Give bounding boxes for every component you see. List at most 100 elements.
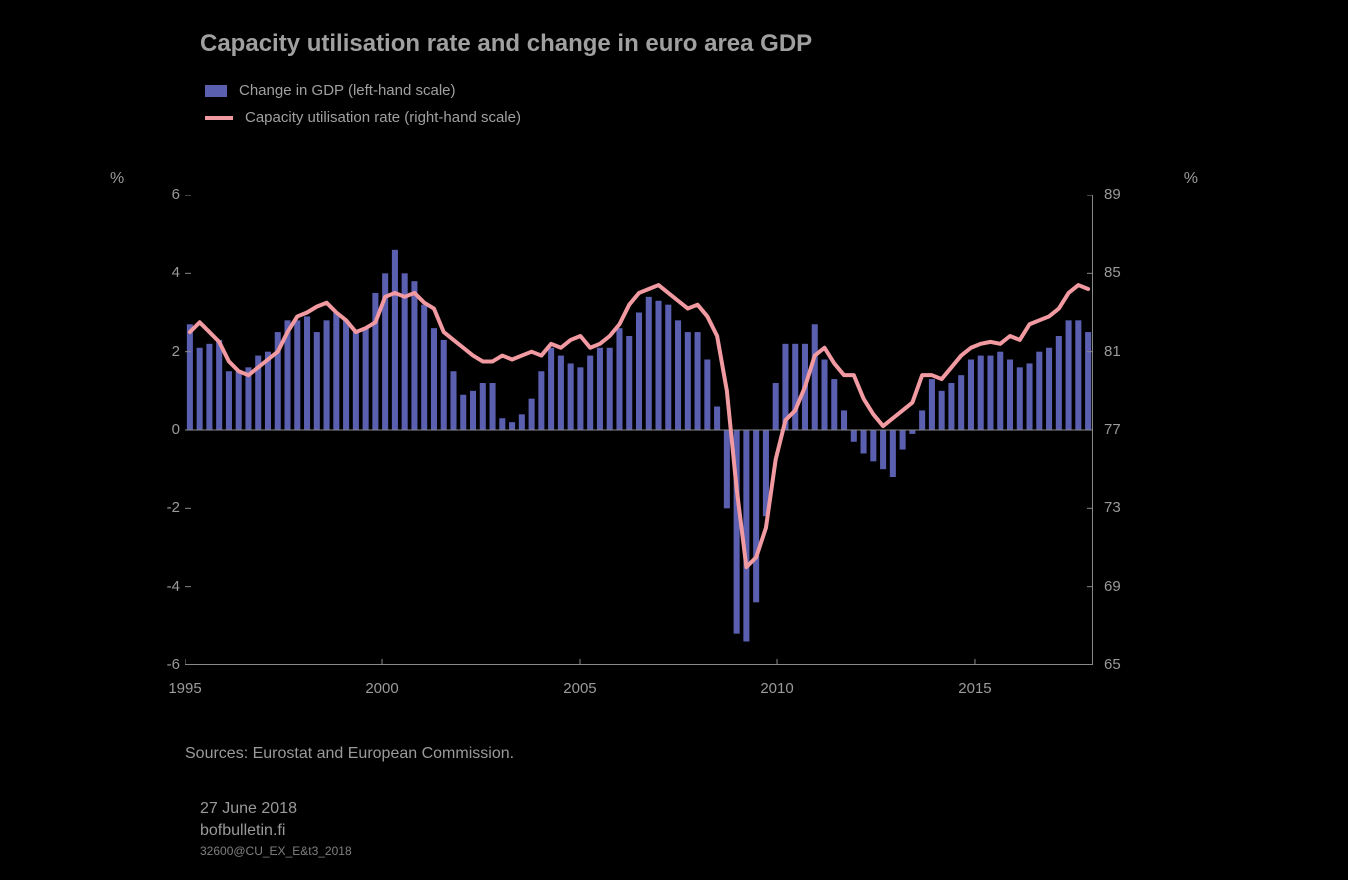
y-axis-left-ticks: -6-4-20246	[150, 195, 180, 665]
legend-line	[205, 116, 233, 120]
bar	[880, 430, 886, 469]
bar	[1056, 336, 1062, 430]
bar	[714, 407, 720, 431]
bar	[206, 344, 212, 430]
bar	[363, 328, 369, 430]
legend-label: Capacity utilisation rate (right-hand sc…	[245, 109, 521, 126]
y-tick-left: -6	[167, 656, 180, 673]
bar	[695, 332, 701, 430]
bar	[499, 418, 505, 430]
bar	[861, 430, 867, 454]
y-axis-label-left: %	[110, 170, 124, 188]
bar	[1075, 320, 1081, 430]
y-tick-right: 73	[1104, 499, 1121, 516]
bar	[812, 324, 818, 430]
bar	[577, 367, 583, 430]
x-tick: 2005	[563, 680, 596, 697]
bar	[1007, 360, 1013, 431]
bar	[538, 371, 544, 430]
bar	[851, 430, 857, 442]
bar	[773, 383, 779, 430]
x-tick: 2015	[958, 680, 991, 697]
bar	[978, 356, 984, 430]
bar	[607, 348, 613, 430]
chart-title: Capacity utilisation rate and change in …	[200, 30, 812, 58]
bar	[704, 360, 710, 431]
bar	[1017, 367, 1023, 430]
bar	[792, 344, 798, 430]
y-tick-right: 65	[1104, 656, 1121, 673]
y-tick-right: 77	[1104, 421, 1121, 438]
bar	[1085, 332, 1091, 430]
bar	[343, 320, 349, 430]
x-tick: 1995	[168, 680, 201, 697]
bar	[636, 313, 642, 431]
bar	[831, 379, 837, 430]
y-tick-left: 4	[172, 264, 180, 281]
bar	[900, 430, 906, 450]
bar	[411, 281, 417, 430]
bar	[587, 356, 593, 430]
bar	[519, 414, 525, 430]
source-note: Sources: Eurostat and European Commissio…	[185, 745, 514, 763]
y-tick-left: 6	[172, 186, 180, 203]
bar	[294, 320, 300, 430]
bar	[392, 250, 398, 430]
bar	[490, 383, 496, 430]
footer-site: bofbulletin.fi	[200, 822, 285, 840]
bar	[509, 422, 515, 430]
bar	[646, 297, 652, 430]
x-axis-ticks: 19952000200520102015	[185, 680, 1093, 704]
bar	[841, 410, 847, 430]
bar	[450, 371, 456, 430]
bar	[470, 391, 476, 430]
bar	[568, 363, 574, 430]
bar	[1036, 352, 1042, 430]
bar	[236, 371, 242, 430]
bar	[353, 332, 359, 430]
bar	[548, 348, 554, 430]
bar	[997, 352, 1003, 430]
legend-item-capacity: Capacity utilisation rate (right-hand sc…	[205, 109, 521, 126]
bar	[1066, 320, 1072, 430]
bar	[558, 356, 564, 430]
y-tick-right: 85	[1104, 264, 1121, 281]
y-tick-right: 81	[1104, 343, 1121, 360]
bar	[460, 395, 466, 430]
bar	[939, 391, 945, 430]
bar	[909, 430, 915, 434]
x-tick: 2000	[365, 680, 398, 697]
bar	[197, 348, 203, 430]
bar	[958, 375, 964, 430]
bar	[480, 383, 486, 430]
bar	[304, 316, 310, 430]
bar	[333, 313, 339, 431]
x-tick: 2010	[760, 680, 793, 697]
bar	[314, 332, 320, 430]
footer-date: 27 June 2018	[200, 800, 297, 818]
bar	[890, 430, 896, 477]
bar	[1046, 348, 1052, 430]
bar	[685, 332, 691, 430]
footer-id: 32600@CU_EX_E&t3_2018	[200, 844, 352, 858]
bar	[656, 301, 662, 430]
y-tick-left: -4	[167, 578, 180, 595]
bar	[226, 371, 232, 430]
bar	[324, 320, 330, 430]
bar	[987, 356, 993, 430]
y-tick-right: 69	[1104, 578, 1121, 595]
bar	[529, 399, 535, 430]
chart-plot	[185, 195, 1093, 665]
bar	[968, 360, 974, 431]
bar	[724, 430, 730, 508]
bar	[1027, 363, 1033, 430]
bar	[187, 324, 193, 430]
bar	[948, 383, 954, 430]
legend-item-gdp: Change in GDP (left-hand scale)	[205, 82, 521, 99]
bar	[626, 336, 632, 430]
chart-svg	[185, 195, 1093, 665]
bar	[597, 348, 603, 430]
bar	[675, 320, 681, 430]
bar	[919, 410, 925, 430]
legend-swatch-bar	[205, 85, 227, 97]
